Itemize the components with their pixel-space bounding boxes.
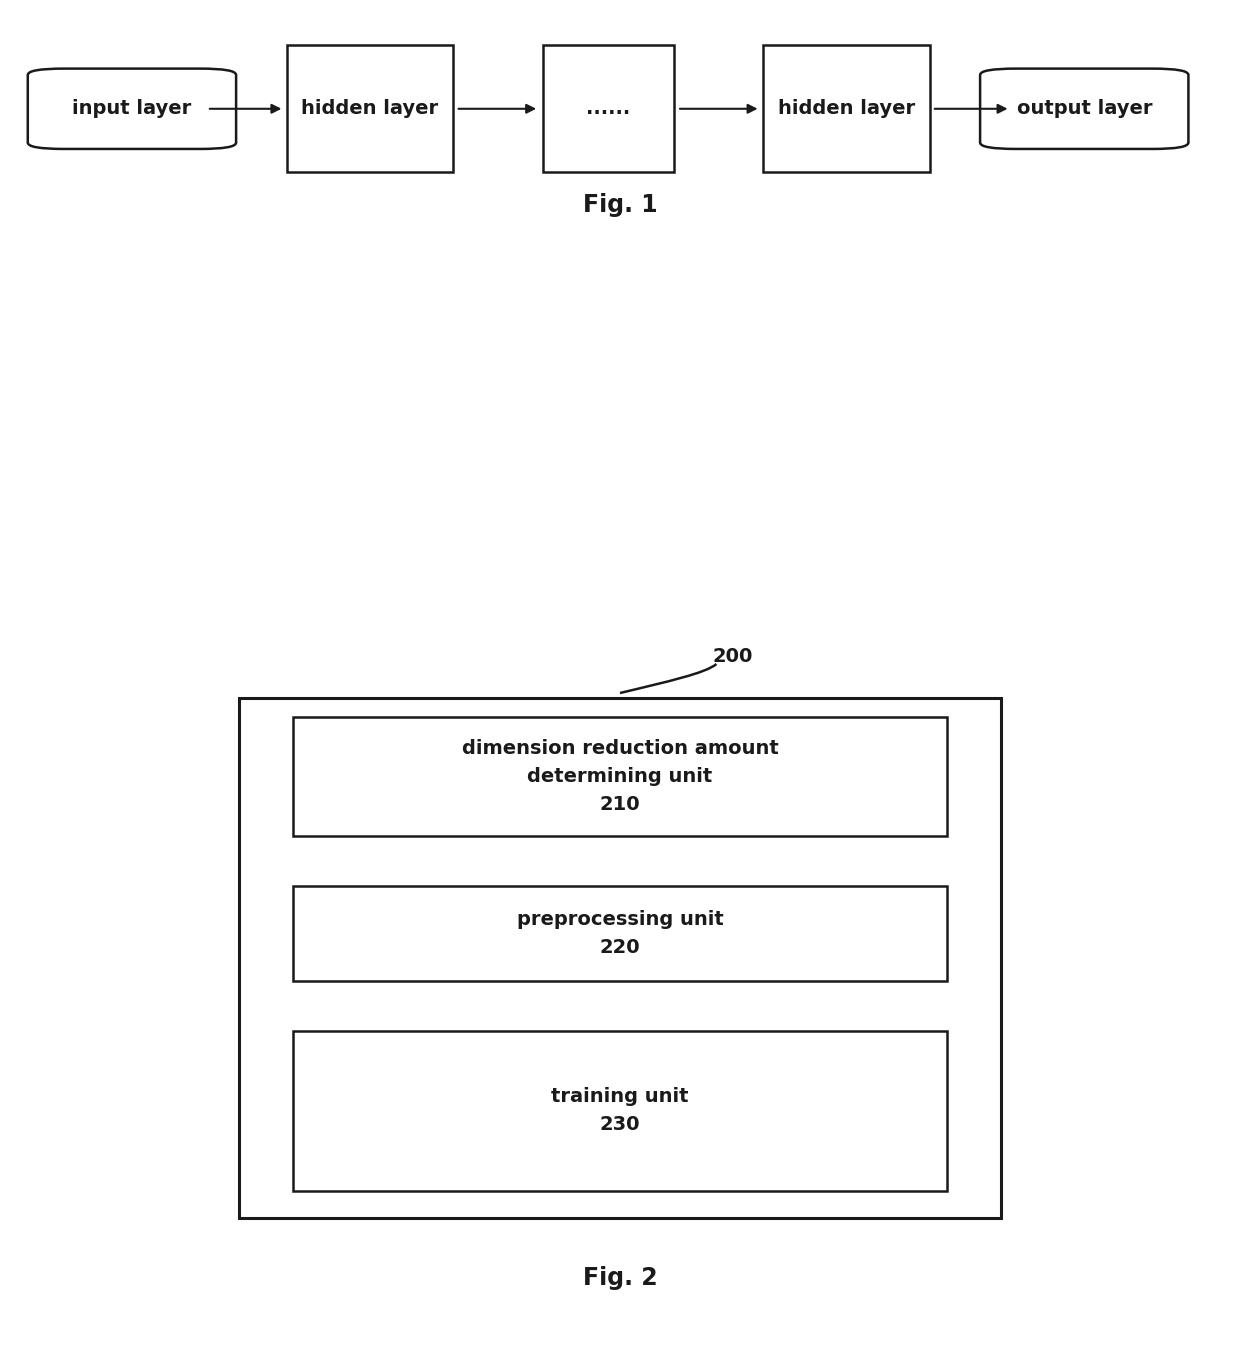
Bar xyxy=(286,45,454,172)
Text: Fig. 1: Fig. 1 xyxy=(583,192,657,217)
Text: hidden layer: hidden layer xyxy=(777,100,915,119)
Text: input layer: input layer xyxy=(72,100,191,119)
Bar xyxy=(543,45,673,172)
Text: preprocessing unit
220: preprocessing unit 220 xyxy=(517,910,723,956)
Text: training unit
230: training unit 230 xyxy=(552,1087,688,1135)
Text: ......: ...... xyxy=(587,100,630,119)
Bar xyxy=(293,717,947,836)
Text: 200: 200 xyxy=(713,647,753,666)
Bar xyxy=(293,1031,947,1191)
Bar xyxy=(763,45,930,172)
FancyBboxPatch shape xyxy=(980,68,1188,149)
Text: dimension reduction amount
determining unit
210: dimension reduction amount determining u… xyxy=(461,739,779,814)
Bar xyxy=(293,885,947,981)
Text: output layer: output layer xyxy=(1017,100,1152,119)
Bar xyxy=(239,698,1001,1218)
Text: Fig. 2: Fig. 2 xyxy=(583,1266,657,1290)
Text: hidden layer: hidden layer xyxy=(301,100,439,119)
FancyBboxPatch shape xyxy=(27,68,236,149)
